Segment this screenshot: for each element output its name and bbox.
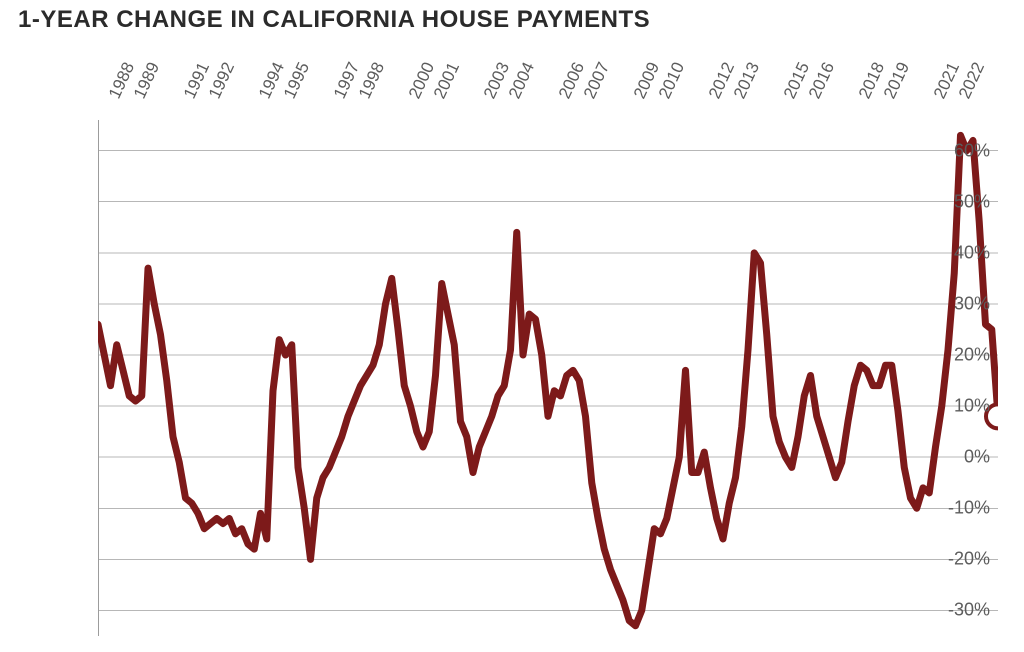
y-axis-tick-label: -30%	[948, 600, 990, 621]
y-axis-tick-label: 30%	[954, 293, 990, 314]
y-axis-tick-label: 10%	[954, 396, 990, 417]
y-axis-tick-label: -10%	[948, 498, 990, 519]
y-axis-tick-label: 0%	[964, 447, 990, 468]
chart-plot-area: 13% -30%-20%-10%0%10%20%30%40%50%60%1988…	[98, 120, 998, 636]
series-line	[98, 135, 998, 625]
y-axis-tick-label: 20%	[954, 345, 990, 366]
y-axis-tick-label: 40%	[954, 242, 990, 263]
chart-svg: 13%	[98, 120, 998, 636]
y-axis-tick-label: -20%	[948, 549, 990, 570]
y-axis-tick-label: 60%	[954, 140, 990, 161]
y-axis-tick-label: 50%	[954, 191, 990, 212]
chart-title: 1-YEAR CHANGE IN CALIFORNIA HOUSE PAYMEN…	[18, 6, 650, 34]
